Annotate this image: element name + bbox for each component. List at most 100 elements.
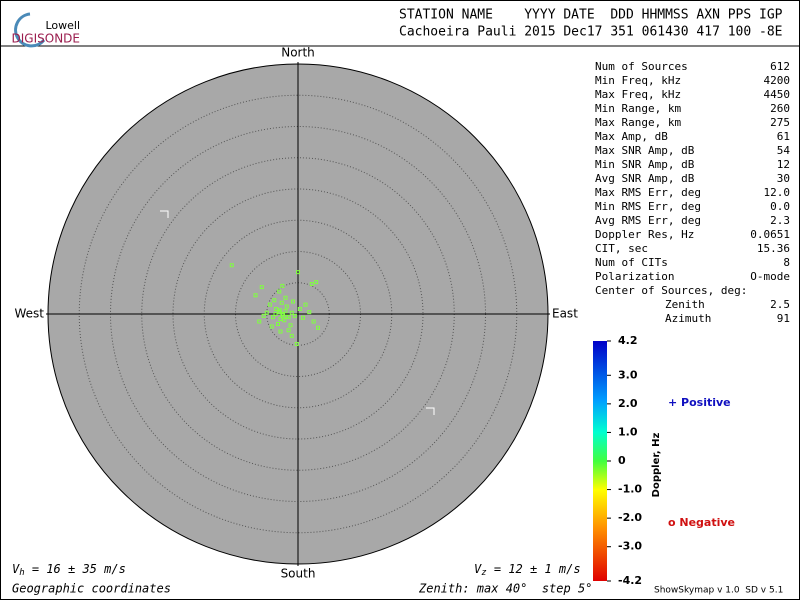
- source-point: [261, 313, 266, 318]
- source-point: [229, 263, 234, 268]
- zenith-info: Zenith: max 40° step 5°: [418, 582, 592, 596]
- stat-value: 15.36: [757, 242, 790, 255]
- legend-positive: + Positive: [668, 396, 731, 409]
- source-point: [289, 333, 294, 338]
- stat-label: Min Freq, kHz: [595, 74, 681, 87]
- source-point: [271, 315, 275, 320]
- stat-label: Min Range, km: [595, 102, 681, 115]
- stat-label: Doppler Res, Hz: [595, 228, 694, 241]
- source-point: [294, 342, 299, 346]
- stat-value: 0.0651: [750, 228, 790, 241]
- stat-label: Avg SNR Amp, dB: [595, 172, 695, 185]
- logo-line2: DIGISONDE: [12, 32, 80, 46]
- direction-west: West: [14, 307, 44, 321]
- logo-arc: [14, 12, 46, 48]
- legend-negative: o Negative: [668, 516, 735, 529]
- stat-label: Min RMS Err, deg: [595, 200, 701, 213]
- source-point: [272, 298, 277, 303]
- stat-value: 275: [770, 116, 790, 129]
- source-point: [267, 302, 272, 307]
- vh: Vh = 16 ± 35 m/s: [12, 562, 126, 578]
- direction-south: South: [281, 567, 316, 581]
- vh-symbol: V: [12, 562, 20, 576]
- colorbar-title: Doppler, Hz: [651, 433, 662, 498]
- source-point: [253, 293, 258, 298]
- stat-label: Max Amp, dB: [595, 130, 668, 143]
- colorbar-axis: 4.2 3.0 2.0 1.0 0 -1.0 -2.0 -3.0 -4.2: [607, 334, 642, 587]
- vh-text: = 16 ± 35 m/s: [25, 562, 126, 576]
- stat-label: Num of Sources: [595, 60, 688, 73]
- source-point: [311, 319, 316, 324]
- source-point: [276, 322, 280, 326]
- direction-east: East: [552, 307, 578, 321]
- source-point: [277, 308, 282, 313]
- source-point: [273, 312, 278, 316]
- stat-label: Num of CITs: [595, 256, 668, 269]
- source-point: [278, 317, 283, 321]
- stat-value: 12.0: [764, 186, 791, 199]
- source-point: [279, 300, 284, 305]
- stat-value: 0.0: [770, 200, 790, 213]
- stat-label: Max RMS Err, deg: [595, 186, 701, 199]
- stat-value: 4200: [764, 74, 791, 87]
- source-point: [297, 307, 302, 311]
- stat-value: 8: [783, 256, 790, 269]
- colorbar-tick-label: 2.0: [618, 397, 638, 410]
- stat-value: 12: [777, 158, 790, 171]
- colorbar-tick-label: 0: [618, 454, 626, 467]
- source-point: [282, 318, 287, 323]
- marker: [426, 407, 435, 415]
- vz-sub: z: [481, 568, 486, 578]
- vz: Vz = 12 ± 1 m/s: [474, 562, 581, 578]
- source-point: [284, 304, 289, 309]
- vh-sub: h: [19, 568, 24, 578]
- colorbar-tick-label: 1.0: [618, 425, 638, 438]
- source-point: [277, 289, 282, 294]
- colorbar-tick-label: 3.0: [618, 368, 638, 381]
- stat-value: 260: [770, 102, 790, 115]
- source-point: [309, 282, 314, 286]
- stat-value: 54: [777, 144, 791, 157]
- source-point: [264, 310, 269, 315]
- stat-value: 91: [777, 312, 790, 325]
- source-point: [301, 315, 305, 320]
- version: ShowSkymap v 1.0 SD v 5.1: [654, 586, 783, 596]
- source-point: [259, 285, 264, 290]
- coords: Geographic coordinates: [12, 582, 171, 596]
- source-point: [274, 307, 279, 311]
- colorbar-tick-label: -3.0: [618, 540, 642, 553]
- stat-label: Max Range, km: [595, 116, 681, 129]
- marker: [160, 210, 169, 218]
- stat-label: Min SNR Amp, dB: [595, 158, 695, 171]
- vz-text: = 12 ± 1 m/s: [487, 562, 581, 576]
- source-point: [296, 270, 300, 275]
- source-point: [286, 328, 291, 333]
- source-point: [314, 280, 319, 285]
- colorbar-tick-label: -1.0: [618, 483, 642, 496]
- colorbar-tick-label: -4.2: [618, 574, 642, 587]
- source-point: [283, 295, 288, 300]
- source-point: [292, 313, 297, 318]
- source-point: [289, 310, 294, 315]
- source-point: [288, 323, 293, 328]
- colorbar-tick-label: 4.2: [618, 334, 638, 347]
- header-labels: STATION NAME YYYY DATE DDD HHMMSS AXN PP…: [399, 8, 783, 23]
- stat-label: CIT, sec: [595, 242, 648, 255]
- stat-value: 2.3: [770, 214, 790, 227]
- source-point: [257, 319, 262, 324]
- colorbar-tick-label: -2.0: [618, 511, 642, 524]
- source-point: [307, 310, 312, 315]
- source-point: [283, 308, 288, 313]
- stat-value: O-mode: [750, 270, 790, 283]
- stat-value: 30: [777, 172, 790, 185]
- stats-table: Num of Sources 612 Min Freq, kHz 4200 Max Fr…: [595, 60, 790, 325]
- stat-label: Max Freq, kHz: [595, 88, 681, 101]
- header-values: Cachoeira Pauli 2015 Dec17 351 061430 41…: [399, 25, 783, 40]
- source-point: [303, 302, 308, 307]
- stat-section: Center of Sources, deg:: [595, 284, 747, 297]
- polar-plot: North South West East: [14, 46, 578, 581]
- source-point: [316, 325, 320, 330]
- vz-symbol: V: [474, 562, 482, 576]
- stat-label: Max SNR Amp, dB: [595, 144, 695, 157]
